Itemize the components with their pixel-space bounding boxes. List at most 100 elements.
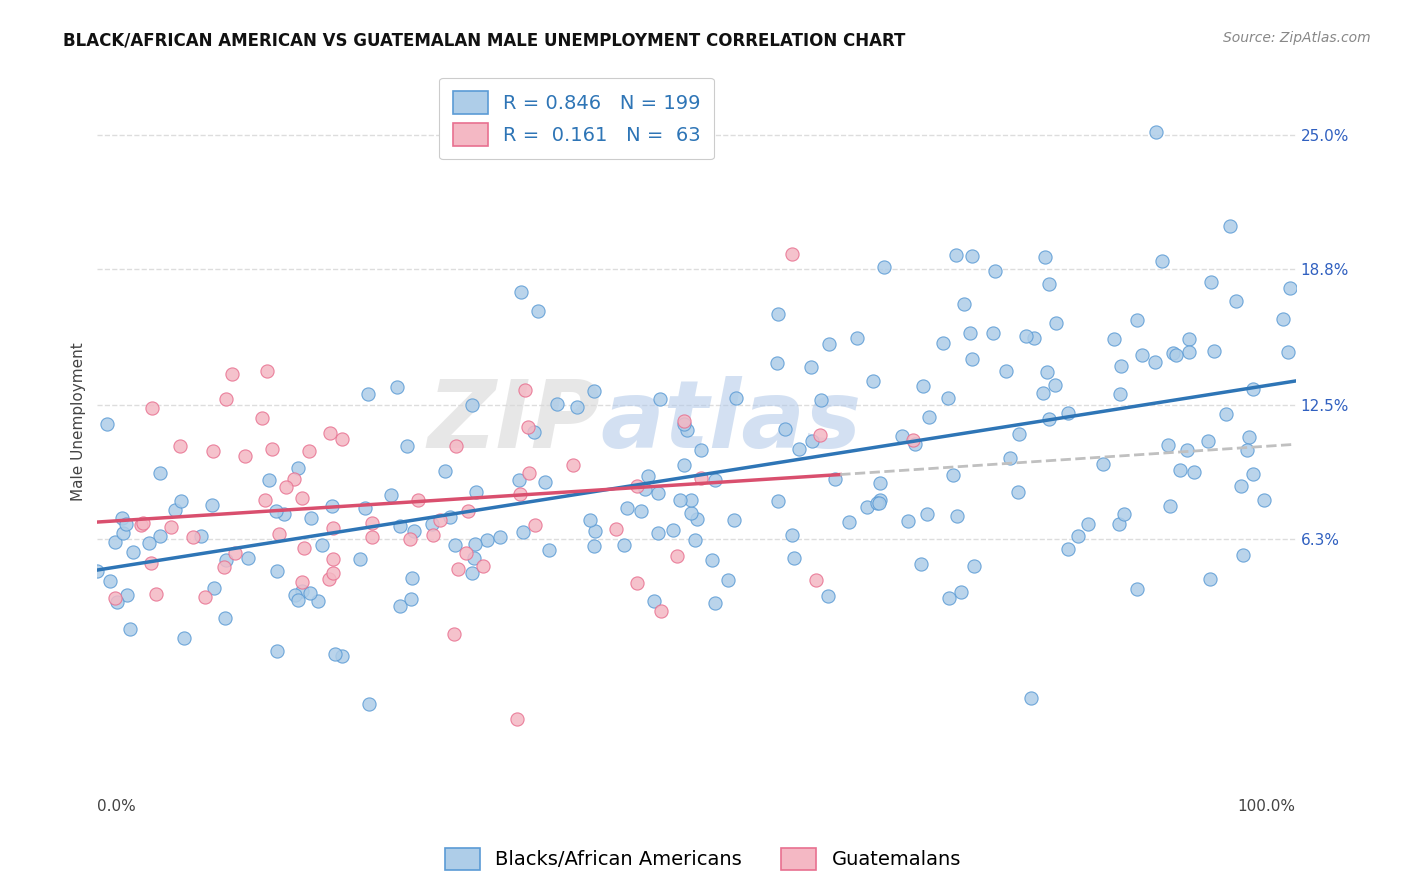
Point xyxy=(787,442,810,457)
Point xyxy=(963,558,986,573)
Point xyxy=(662,523,685,537)
Point xyxy=(149,467,172,481)
Point xyxy=(114,516,136,531)
Point xyxy=(583,524,606,538)
Point xyxy=(396,438,419,452)
Point xyxy=(463,551,485,566)
Point xyxy=(112,526,135,541)
Point xyxy=(1109,359,1132,373)
Point xyxy=(960,249,983,263)
Point xyxy=(526,304,548,318)
Point xyxy=(704,473,727,487)
Point xyxy=(169,494,191,508)
Point xyxy=(1000,450,1022,465)
Point xyxy=(868,496,890,510)
Point xyxy=(1007,484,1029,499)
Point xyxy=(284,588,307,602)
Point xyxy=(869,476,891,491)
Point xyxy=(401,571,423,585)
Point xyxy=(959,326,981,340)
Point xyxy=(946,509,969,524)
Point xyxy=(1091,457,1114,471)
Point xyxy=(439,510,461,524)
Point xyxy=(257,473,280,487)
Point xyxy=(856,500,879,515)
Point xyxy=(404,524,426,538)
Point xyxy=(193,590,215,604)
Point xyxy=(212,559,235,574)
Point xyxy=(190,529,212,543)
Point xyxy=(524,518,547,533)
Point xyxy=(634,482,657,496)
Point xyxy=(447,562,470,576)
Point xyxy=(630,504,652,518)
Point xyxy=(388,599,411,613)
Point xyxy=(804,573,827,587)
Point xyxy=(579,513,602,527)
Point xyxy=(690,442,713,457)
Point xyxy=(869,492,891,507)
Point xyxy=(917,508,939,522)
Point xyxy=(202,443,225,458)
Point xyxy=(904,437,927,451)
Point xyxy=(1215,407,1237,421)
Point xyxy=(780,528,803,542)
Point xyxy=(96,417,118,432)
Point xyxy=(444,439,467,453)
Point xyxy=(461,566,484,581)
Point xyxy=(679,506,702,520)
Point xyxy=(605,522,627,536)
Point xyxy=(768,307,790,321)
Point xyxy=(299,510,322,524)
Point xyxy=(1277,344,1299,359)
Point xyxy=(766,356,789,370)
Point xyxy=(1241,383,1264,397)
Point xyxy=(1168,463,1191,477)
Point xyxy=(1164,348,1187,362)
Point xyxy=(145,587,167,601)
Point xyxy=(256,364,278,378)
Point xyxy=(291,491,314,506)
Point xyxy=(1175,442,1198,457)
Point xyxy=(1163,346,1185,360)
Point xyxy=(267,526,290,541)
Point xyxy=(330,432,353,446)
Point xyxy=(567,401,589,415)
Point xyxy=(86,564,108,578)
Point xyxy=(1198,572,1220,586)
Point xyxy=(266,644,288,658)
Point xyxy=(325,648,347,662)
Point xyxy=(138,535,160,549)
Point xyxy=(98,574,121,588)
Point xyxy=(322,521,344,535)
Point xyxy=(901,433,924,447)
Point xyxy=(704,596,727,610)
Point xyxy=(1236,442,1258,457)
Point xyxy=(132,516,155,530)
Point xyxy=(538,543,561,558)
Point xyxy=(254,492,277,507)
Point xyxy=(818,336,841,351)
Point xyxy=(319,425,342,440)
Point xyxy=(950,584,973,599)
Point xyxy=(773,422,796,436)
Point xyxy=(115,588,138,602)
Point xyxy=(668,492,690,507)
Point xyxy=(298,586,321,600)
Point xyxy=(129,517,152,532)
Point xyxy=(1033,250,1056,264)
Point xyxy=(689,471,711,485)
Point xyxy=(236,551,259,566)
Legend: R = 0.846   N = 199, R =  0.161   N =  63: R = 0.846 N = 199, R = 0.161 N = 63 xyxy=(439,78,714,160)
Point xyxy=(298,444,321,458)
Point xyxy=(866,496,889,510)
Point xyxy=(918,409,941,424)
Point xyxy=(513,383,536,397)
Point xyxy=(650,604,672,618)
Point xyxy=(508,473,530,487)
Point xyxy=(1045,377,1067,392)
Point xyxy=(287,461,309,475)
Point xyxy=(1036,365,1059,379)
Point xyxy=(1271,312,1294,326)
Point xyxy=(273,507,295,521)
